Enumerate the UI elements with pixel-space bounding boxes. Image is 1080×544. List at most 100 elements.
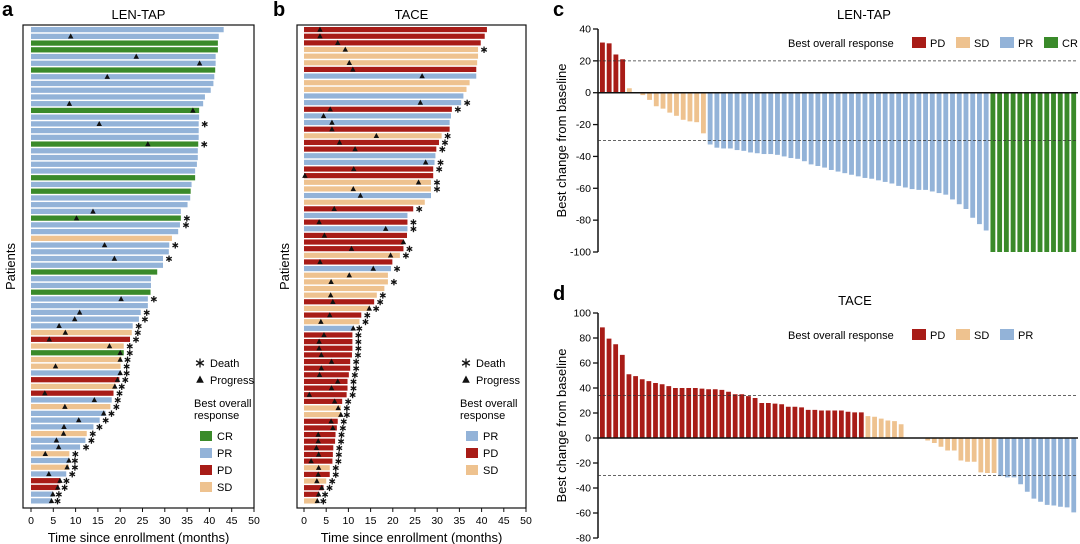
progress-marker bbox=[400, 239, 407, 245]
death-star-stroke bbox=[182, 222, 190, 228]
response-bar bbox=[958, 438, 964, 461]
response-bar bbox=[775, 92, 780, 155]
response-bar bbox=[916, 92, 922, 190]
death-star-stroke bbox=[349, 392, 356, 398]
patient-bar bbox=[31, 478, 61, 484]
response-bar bbox=[965, 438, 970, 462]
patient-bar bbox=[304, 179, 431, 185]
response-bar bbox=[781, 92, 787, 157]
progress-marker bbox=[336, 139, 343, 145]
patient-bar bbox=[304, 266, 392, 272]
death-marker bbox=[355, 332, 362, 339]
progress-marker bbox=[319, 484, 325, 490]
response-bar bbox=[666, 386, 672, 438]
death-star-stroke bbox=[406, 246, 413, 252]
progress-marker bbox=[118, 295, 124, 302]
patient-bar bbox=[304, 319, 360, 325]
legend-title: Best overall response bbox=[788, 330, 894, 342]
response-bar bbox=[1011, 438, 1017, 478]
legend-death-label: Death bbox=[476, 358, 505, 370]
patient-bar bbox=[304, 478, 327, 484]
patient-bar bbox=[304, 66, 477, 73]
death-star-stroke bbox=[355, 346, 362, 351]
death-star-stroke bbox=[338, 432, 345, 437]
x-tick-label: 45 bbox=[226, 515, 238, 527]
death-marker bbox=[355, 338, 362, 346]
response-bar bbox=[956, 92, 962, 205]
patient-bar bbox=[31, 148, 198, 154]
legend-title: Best overall response bbox=[788, 38, 894, 50]
death-star-stroke bbox=[410, 220, 417, 225]
patient-bar bbox=[31, 404, 111, 410]
death-star-stroke bbox=[350, 379, 357, 384]
patient-bar bbox=[31, 329, 132, 336]
progress-marker bbox=[42, 390, 48, 396]
progress-marker bbox=[351, 166, 357, 172]
y-tick-label: 100 bbox=[573, 308, 591, 320]
progress-marker bbox=[373, 132, 380, 138]
progress-marker bbox=[62, 329, 69, 335]
progress-marker bbox=[111, 255, 118, 261]
death-marker bbox=[433, 179, 441, 186]
patient-bar bbox=[31, 114, 200, 120]
patient-bar bbox=[31, 269, 158, 275]
death-star-stroke bbox=[123, 371, 130, 376]
death-star-stroke bbox=[351, 372, 358, 378]
response-bar bbox=[862, 92, 868, 178]
death-star-stroke bbox=[356, 326, 363, 331]
death-marker bbox=[132, 336, 140, 343]
response-bar bbox=[785, 406, 791, 438]
death-marker bbox=[72, 450, 79, 458]
patient-bar bbox=[31, 175, 196, 181]
progress-marker bbox=[350, 185, 357, 192]
progress-marker bbox=[366, 305, 372, 311]
progress-marker bbox=[55, 444, 62, 450]
death-marker bbox=[437, 159, 444, 166]
progress-marker bbox=[342, 46, 349, 52]
legend-label-sd: SD bbox=[217, 482, 232, 494]
progress-marker bbox=[318, 351, 325, 358]
x-axis-title: Time since enrollment (months) bbox=[321, 530, 503, 544]
response-bar bbox=[872, 416, 877, 438]
patient-bar bbox=[304, 458, 333, 464]
patient-bar bbox=[31, 87, 211, 93]
patient-bar bbox=[304, 325, 354, 331]
patient-bar bbox=[304, 385, 348, 391]
death-star-stroke bbox=[126, 344, 133, 349]
response-bar bbox=[1051, 438, 1057, 506]
progress-marker bbox=[61, 423, 67, 430]
death-star-stroke bbox=[102, 418, 109, 423]
response-bar bbox=[1037, 92, 1043, 252]
death-marker bbox=[63, 477, 70, 485]
death-marker bbox=[379, 292, 386, 299]
progress-marker bbox=[321, 332, 327, 338]
death-marker bbox=[61, 484, 68, 491]
progress-marker bbox=[317, 33, 323, 39]
patient-bar bbox=[304, 425, 337, 431]
response-bar bbox=[876, 92, 881, 181]
x-tick-label: 10 bbox=[70, 515, 82, 527]
progress-marker bbox=[190, 107, 196, 113]
patient-bar bbox=[304, 345, 353, 351]
response-bar bbox=[727, 92, 733, 149]
response-bar bbox=[795, 92, 801, 159]
legend-swatch-sd bbox=[956, 37, 970, 48]
death-star-stroke bbox=[335, 459, 342, 464]
progress-marker bbox=[316, 338, 322, 344]
response-bar bbox=[600, 42, 605, 93]
legend-swatch-sd bbox=[466, 465, 478, 475]
death-star-stroke bbox=[132, 337, 140, 342]
death-star-stroke bbox=[437, 160, 444, 165]
death-star-stroke bbox=[332, 472, 339, 477]
legend-swatch-cr bbox=[1044, 37, 1058, 48]
response-bar bbox=[938, 438, 944, 447]
patient-bar bbox=[304, 206, 414, 212]
patient-bar bbox=[31, 255, 164, 262]
response-bar bbox=[660, 92, 666, 109]
patient-bar bbox=[31, 134, 199, 140]
patient-bar bbox=[31, 484, 59, 491]
death-star-stroke bbox=[326, 485, 333, 491]
death-star-stroke bbox=[364, 313, 371, 318]
response-bar bbox=[741, 92, 747, 151]
